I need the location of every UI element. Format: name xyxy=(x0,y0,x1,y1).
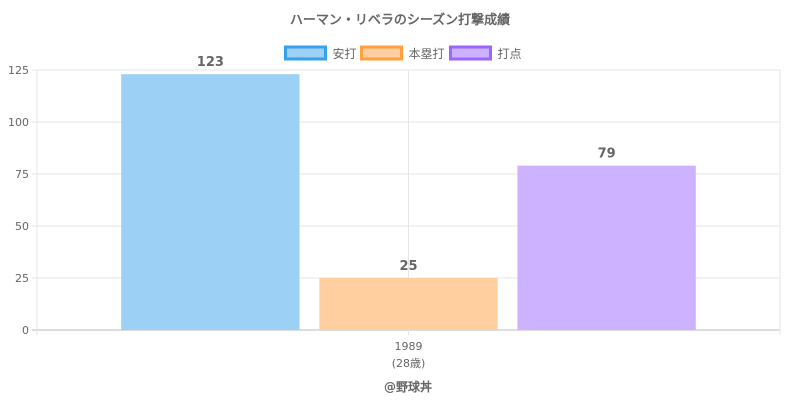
y-axis: 0 25 50 75 100 125 xyxy=(8,64,29,337)
y-tick-label: 125 xyxy=(8,64,29,77)
legend-swatch-打点 xyxy=(449,45,492,61)
data-labels: 123 25 79 xyxy=(197,55,616,274)
data-label: 123 xyxy=(197,55,224,70)
data-label: 79 xyxy=(598,147,616,162)
chart-title: ハーマン・リベラのシーズン打撃成績 xyxy=(290,12,510,28)
legend-label: 打点 xyxy=(498,47,522,61)
y-tick-label: 25 xyxy=(15,272,29,285)
bar-本塁打 xyxy=(319,278,498,330)
data-label: 25 xyxy=(399,259,417,274)
legend-label: 安打 xyxy=(333,46,357,61)
legend-label: 本塁打 xyxy=(409,47,445,61)
bar-打点 xyxy=(517,165,696,330)
bars xyxy=(121,74,696,330)
x-axis: 1989 (28歳) xyxy=(392,340,426,370)
legend-swatch-安打 xyxy=(284,45,327,61)
x-tick-label: 1989 xyxy=(395,340,423,353)
x-tick-sublabel: (28歳) xyxy=(392,357,426,370)
legend-swatch-本塁打 xyxy=(360,45,403,61)
y-tick-label: 0 xyxy=(22,324,29,337)
y-tick-label: 75 xyxy=(15,168,29,181)
footer-credit: @野球丼 xyxy=(384,379,432,394)
y-tick-label: 50 xyxy=(15,220,29,233)
bar-安打 xyxy=(121,74,300,330)
legend: 安打 本塁打 打点 xyxy=(284,45,522,61)
y-tick-label: 100 xyxy=(8,116,29,129)
